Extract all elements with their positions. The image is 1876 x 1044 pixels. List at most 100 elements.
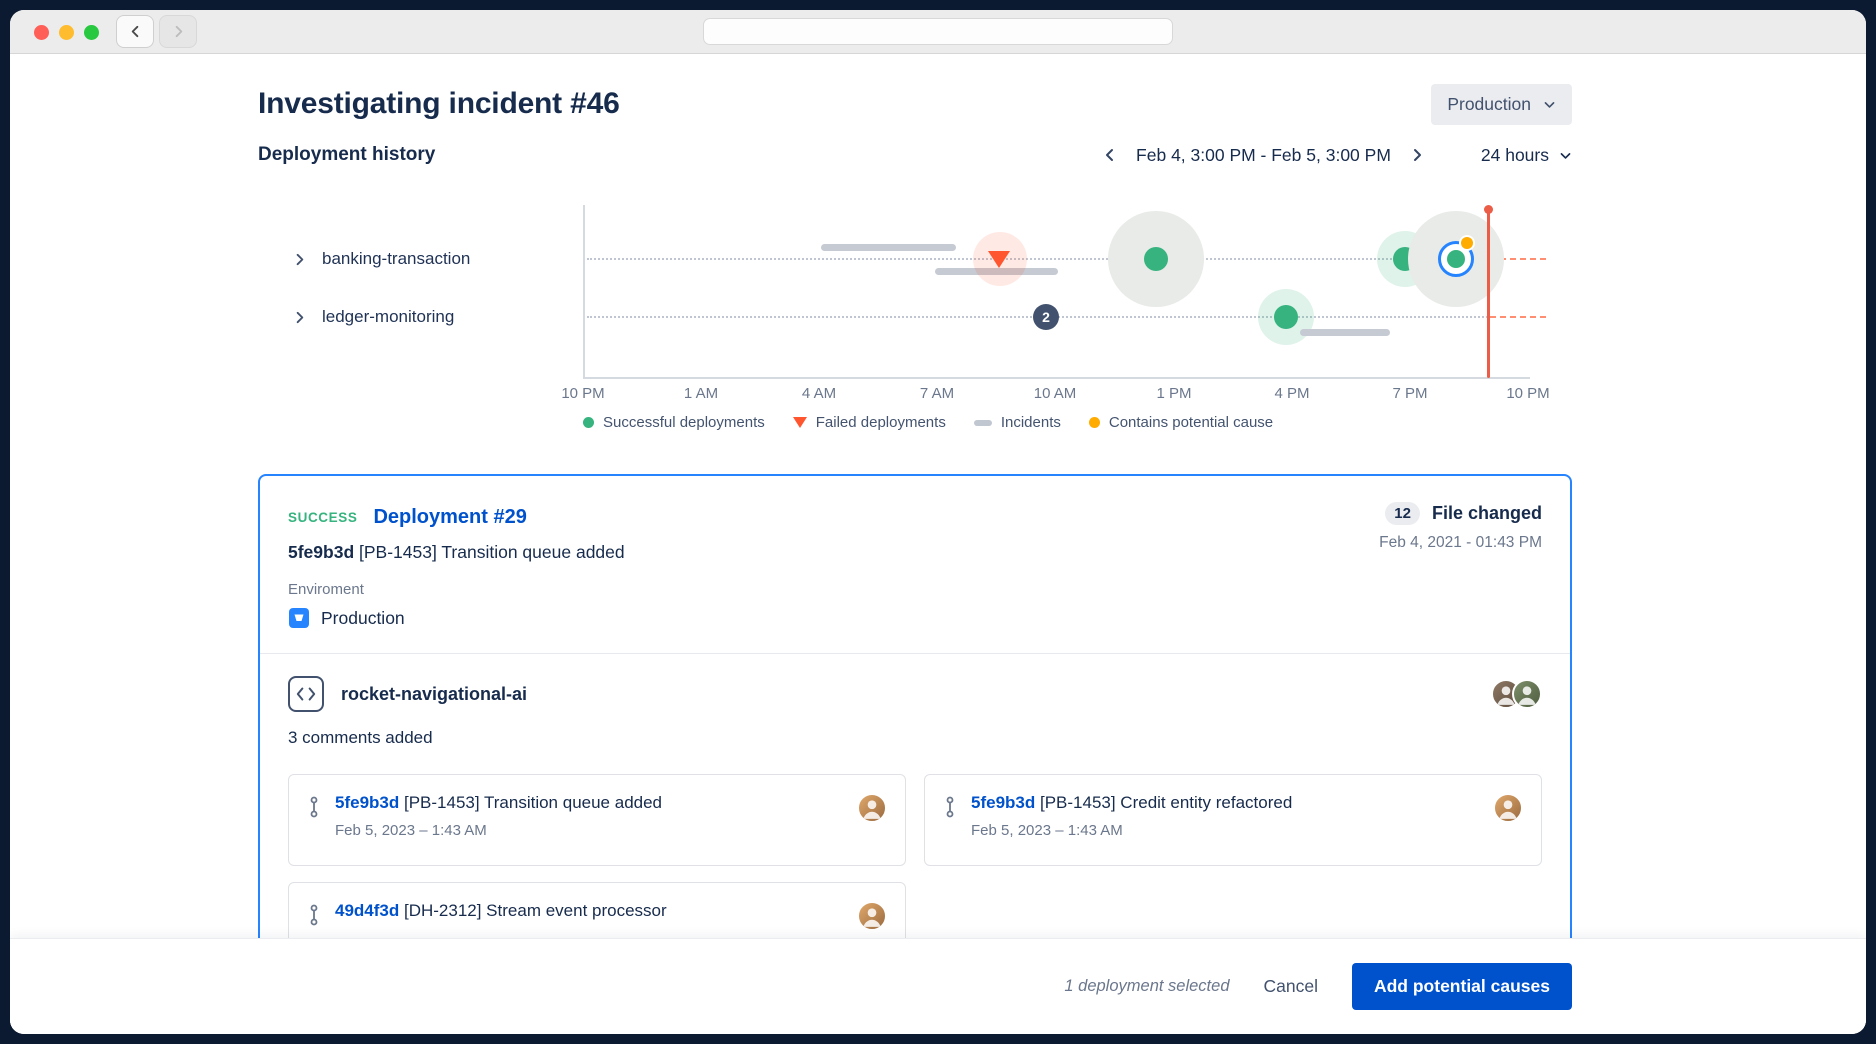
failed-deployment-marker[interactable] bbox=[988, 251, 1010, 268]
files-changed-count: 12 bbox=[1385, 502, 1420, 525]
x-tick: 7 PM bbox=[1392, 385, 1428, 402]
prev-range-button[interactable] bbox=[1098, 143, 1122, 167]
next-range-button[interactable] bbox=[1405, 143, 1429, 167]
chart-x-axis bbox=[583, 377, 1530, 379]
deployment-cluster-badge[interactable]: 2 bbox=[1033, 304, 1059, 330]
date-range-controls: Feb 4, 3:00 PM - Feb 5, 3:00 PM 24 hours bbox=[1098, 143, 1572, 167]
commit-card[interactable]: 5fe9b3d [PB-1453] Credit entity refactor… bbox=[924, 774, 1542, 866]
commit-icon bbox=[943, 796, 957, 823]
incident-bar[interactable] bbox=[821, 244, 956, 251]
card-divider bbox=[260, 653, 1570, 654]
files-changed-label: File changed bbox=[1431, 503, 1542, 523]
deployment-card[interactable]: SUCCESS Deployment #29 5fe9b3d [PB-1453]… bbox=[258, 474, 1572, 1002]
chart-y-axis bbox=[583, 205, 585, 378]
environment-icon bbox=[289, 608, 309, 628]
current-time-dot bbox=[1484, 205, 1493, 214]
x-tick: 7 AM bbox=[919, 385, 955, 402]
commit-icon bbox=[307, 904, 321, 931]
comments-summary: 3 comments added bbox=[288, 728, 433, 747]
x-tick: 4 AM bbox=[801, 385, 837, 402]
deployment-commit-line: 5fe9b3d [PB-1453] Transition queue added bbox=[288, 542, 625, 563]
page-content: Investigating incident #46 Production De… bbox=[10, 55, 1866, 1034]
legend-label: Successful deployments bbox=[603, 414, 765, 431]
legend-item-successful: Successful deployments bbox=[583, 414, 765, 431]
repo-name: rocket-navigational-ai bbox=[341, 683, 528, 704]
browser-window: Investigating incident #46 Production De… bbox=[10, 10, 1866, 1034]
deployment-title-link[interactable]: Deployment #29 bbox=[373, 505, 527, 528]
chart-row-ledger-monitoring[interactable]: ledger-monitoring bbox=[292, 304, 454, 330]
legend-label: Incidents bbox=[1000, 414, 1061, 431]
avatar bbox=[1493, 793, 1523, 823]
expand-chevron-icon[interactable] bbox=[292, 310, 307, 325]
x-tick: 1 AM bbox=[683, 385, 719, 402]
environment-dropdown-label: Production bbox=[1447, 93, 1531, 114]
status-badge: SUCCESS bbox=[288, 509, 358, 525]
successful-deployment-dot bbox=[1447, 250, 1465, 268]
row-label-text: ledger-monitoring bbox=[322, 307, 455, 326]
commit-card[interactable]: 5fe9b3d [PB-1453] Transition queue added… bbox=[288, 774, 906, 866]
chart-row-banking-transaction[interactable]: banking-transaction bbox=[292, 246, 470, 272]
nav-buttons bbox=[116, 15, 197, 48]
environment-dropdown[interactable]: Production bbox=[1431, 83, 1572, 125]
environment-value: Production bbox=[321, 607, 405, 628]
maximize-window-button[interactable] bbox=[84, 24, 99, 40]
address-bar[interactable] bbox=[703, 18, 1173, 45]
back-button[interactable] bbox=[116, 15, 154, 48]
commit-hash[interactable]: 5fe9b3d bbox=[335, 793, 400, 812]
commit-message: [PB-1453] Credit entity refactored bbox=[1039, 793, 1293, 812]
successful-deployment-marker[interactable] bbox=[1274, 305, 1298, 329]
commit-icon bbox=[307, 796, 321, 823]
forward-button[interactable] bbox=[159, 15, 197, 48]
selection-count: 1 deployment selected bbox=[1064, 977, 1230, 995]
footer-bar: 1 deployment selected Cancel Add potenti… bbox=[10, 938, 1866, 1034]
page-title: Investigating incident #46 bbox=[258, 87, 620, 120]
commit-date: Feb 5, 2023 – 1:43 AM bbox=[971, 822, 1123, 839]
avatar bbox=[857, 793, 887, 823]
avatar bbox=[857, 901, 887, 931]
x-tick: 10 AM bbox=[1033, 385, 1077, 402]
add-potential-causes-button[interactable]: Add potential causes bbox=[1351, 963, 1572, 1010]
window-chrome bbox=[10, 10, 1866, 54]
commit-hash[interactable]: 49d4f3d bbox=[335, 901, 400, 920]
commit-date: Feb 5, 2023 – 1:43 AM bbox=[335, 822, 487, 839]
legend-item-potential-cause: Contains potential cause bbox=[1088, 414, 1274, 431]
commit-message: [PB-1453] Transition queue added bbox=[359, 542, 625, 562]
successful-deployment-marker[interactable] bbox=[1144, 247, 1168, 271]
avatar bbox=[1512, 679, 1542, 709]
date-range-label: Feb 4, 3:00 PM - Feb 5, 3:00 PM bbox=[1136, 144, 1391, 165]
incident-bar[interactable] bbox=[935, 268, 1058, 275]
commit-hash[interactable]: 5fe9b3d bbox=[971, 793, 1036, 812]
row-label-text: banking-transaction bbox=[322, 249, 471, 268]
x-tick: 4 PM bbox=[1274, 385, 1310, 402]
commit-message: [PB-1453] Transition queue added bbox=[403, 793, 663, 812]
legend-label: Contains potential cause bbox=[1108, 414, 1274, 431]
cancel-button[interactable]: Cancel bbox=[1263, 976, 1318, 996]
chevron-right-icon bbox=[175, 25, 182, 38]
expand-chevron-icon[interactable] bbox=[292, 252, 307, 267]
x-tick: 10 PM bbox=[561, 385, 605, 402]
failed-triangle-icon bbox=[792, 417, 807, 428]
legend-item-failed: Failed deployments bbox=[792, 414, 946, 431]
chevron-left-icon bbox=[131, 25, 138, 38]
x-tick: 1 PM bbox=[1156, 385, 1192, 402]
incident-bar[interactable] bbox=[1300, 329, 1390, 336]
overrun-dashed-line bbox=[1490, 258, 1546, 260]
potential-cause-dot bbox=[1461, 237, 1473, 249]
traffic-lights bbox=[34, 10, 99, 54]
code-repo-icon bbox=[288, 676, 324, 712]
environment-label: Enviroment bbox=[288, 581, 364, 598]
commit-hash: 5fe9b3d bbox=[288, 542, 355, 562]
deployment-timestamp: Feb 4, 2021 - 01:43 PM bbox=[1379, 534, 1542, 551]
chevron-left-icon bbox=[1106, 149, 1114, 161]
incident-bar-icon bbox=[973, 419, 992, 426]
chart-legend: Successful deployments Failed deployment… bbox=[583, 414, 1273, 431]
chevron-down-icon bbox=[1544, 101, 1555, 108]
x-tick: 10 PM bbox=[1506, 385, 1550, 402]
duration-dropdown[interactable]: 24 hours bbox=[1481, 145, 1572, 166]
commit-message: [DH-2312] Stream event processor bbox=[403, 901, 667, 920]
minimize-window-button[interactable] bbox=[59, 24, 74, 40]
cause-dot-icon bbox=[1088, 417, 1100, 428]
close-window-button[interactable] bbox=[34, 24, 49, 40]
current-time-line bbox=[1487, 210, 1490, 378]
success-dot-icon bbox=[583, 417, 594, 428]
